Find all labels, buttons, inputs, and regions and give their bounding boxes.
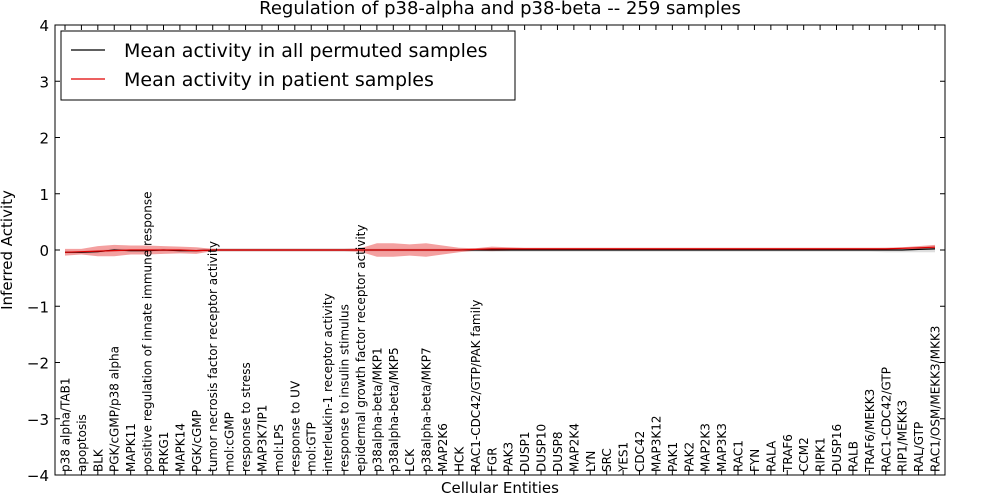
x-axis-label: Cellular Entities	[441, 479, 559, 497]
x-tick-labels: p38 alpha/TAB1 apoptosis BLK PGK/cGMP/p38 a…	[59, 192, 943, 473]
x-tick-label-rac1-cdc42-gtp: RAC1-CDC42/GTP	[879, 367, 893, 472]
x-tick-label-traf6: TRAF6	[781, 434, 795, 473]
x-tick-label-ral-gtp: RAL/GTP	[912, 422, 926, 472]
legend-label-patient: Mean activity in patient samples	[124, 69, 434, 91]
x-tick-label-mol-gtp: mol:GTP	[305, 422, 319, 472]
y-tick-label: 4	[39, 17, 49, 35]
y-tick-label: 2	[39, 130, 49, 148]
x-tick-label-dusp1: DUSP1	[518, 431, 532, 472]
x-tick-label-map3k7ip1: MAP3K7IP1	[256, 405, 270, 472]
y-tick-label: −4	[27, 467, 49, 485]
x-tick-label-traf6-mekk3: TRAF6/MEKK3	[863, 389, 877, 473]
x-tick-label-rala: RALA	[764, 440, 778, 472]
x-tick-label-p38alpha-beta-mkp7: p38alpha-beta/MKP7	[420, 347, 434, 472]
x-tick-label-mapk14: MAPK14	[173, 423, 187, 472]
x-tick-label-ripk1: RIPK1	[814, 437, 828, 472]
x-tick-label-map3k12: MAP3K12	[649, 415, 663, 472]
x-tick-label-response-to-stress: response to stress	[239, 362, 253, 472]
y-axis-label: Inferred Activity	[0, 190, 16, 310]
x-tick-label-ccm2: CCM2	[797, 437, 811, 472]
x-tick-label-blk: BLK	[91, 448, 105, 472]
x-tick-label-pak3: PAK3	[502, 442, 516, 472]
x-tick-label-pgk-cgmp: PGK/cGMP	[190, 410, 204, 472]
x-tick-label-interleukin-1-receptor-activity: interleukin-1 receptor activity	[321, 293, 335, 472]
y-tick-label: −1	[27, 298, 49, 316]
x-tick-label-fgr: FGR	[485, 447, 499, 472]
x-tick-label-pgk-cgmp-p38-alpha: PGK/cGMP/p38 alpha	[108, 346, 122, 472]
x-tick-label-positive-regulation-of-innate-immune-response: positive regulation of innate immune res…	[141, 192, 155, 472]
x-tick-label-mol-lps: mol:LPS	[272, 424, 286, 472]
x-tick-label-p38-alpha-tab1: p38 alpha/TAB1	[59, 378, 73, 472]
x-tick-label-p38alpha-beta-mkp1: p38alpha-beta/MKP1	[370, 347, 384, 472]
chart-title: Regulation of p38-alpha and p38-beta -- …	[259, 0, 741, 19]
legend-box	[60, 30, 516, 101]
y-tick-label: −3	[27, 411, 49, 429]
x-tick-label-tumor-necrosis-factor-receptor-activity: tumor necrosis factor receptor activity	[206, 241, 220, 472]
x-tick-label-map2k6: MAP2K6	[436, 423, 450, 472]
x-tick-label-mol-cgmp: mol:cGMP	[223, 412, 237, 472]
x-tick-label-p38alpha-beta-mkp5: p38alpha-beta/MKP5	[387, 347, 401, 472]
y-tick-label: 1	[39, 186, 49, 204]
x-tick-label-dusp10: DUSP10	[535, 424, 549, 472]
x-tick-label-epidermal-growth-factor-receptor-activity: epidermal growth factor receptor activit…	[354, 225, 368, 472]
x-tick-label-map3k3: MAP3K3	[715, 423, 729, 472]
y-tick-label: −2	[27, 355, 49, 373]
x-tick-label-response-to-insulin-stimulus: response to insulin stimulus	[338, 304, 352, 472]
x-tick-label-src: SRC	[600, 448, 614, 472]
x-tick-label-rac1-cdc42-gtp-pak-family: RAC1-CDC42/GTP/PAK family	[469, 300, 483, 472]
plot-frame	[54, 24, 946, 476]
x-tick-label-pak1: PAK1	[666, 442, 680, 472]
x-tick-label-rip1-mekk3: RIP1/MEKK3	[896, 400, 910, 472]
y-tick-label: 0	[39, 242, 49, 260]
x-tick-label-hck: HCK	[453, 446, 467, 472]
x-tick-label-prkg1: PRKG1	[157, 432, 171, 472]
series-lines	[64, 246, 936, 253]
x-tick-label-rac1-osm-mekk3-mkk3: RAC1/OSM/MEKK3/MKK3	[929, 326, 943, 472]
x-tick-label-rac1: RAC1	[732, 440, 746, 472]
x-tick-label-ralb: RALB	[846, 441, 860, 472]
x-tick-label-map2k3: MAP2K3	[699, 423, 713, 472]
x-tick-label-cdc42: CDC42	[633, 431, 647, 472]
legend: Mean activity in all permuted samples Me…	[60, 30, 516, 101]
x-tick-label-lck: LCK	[403, 448, 417, 472]
x-tick-label-yes1: YES1	[617, 442, 631, 473]
y-tick-label: 3	[39, 73, 49, 91]
x-ticks	[64, 25, 936, 475]
x-tick-label-lyn: LYN	[584, 451, 598, 472]
x-tick-label-dusp8: DUSP8	[551, 431, 565, 472]
x-tick-label-response-to-uv: response to UV	[288, 380, 302, 472]
x-tick-label-map2k4: MAP2K4	[567, 423, 581, 472]
y-ticks: −4 −3 −2 −1 0 1 2 3 4	[27, 17, 945, 485]
x-tick-label-apoptosis: apoptosis	[75, 414, 89, 472]
x-tick-label-mapk11: MAPK11	[124, 423, 138, 472]
x-tick-label-pak2: PAK2	[682, 442, 696, 472]
legend-label-permuted: Mean activity in all permuted samples	[124, 40, 487, 62]
x-tick-label-dusp16: DUSP16	[830, 424, 844, 472]
patient-mean-line	[64, 246, 936, 253]
x-tick-label-fyn: FYN	[748, 449, 762, 472]
